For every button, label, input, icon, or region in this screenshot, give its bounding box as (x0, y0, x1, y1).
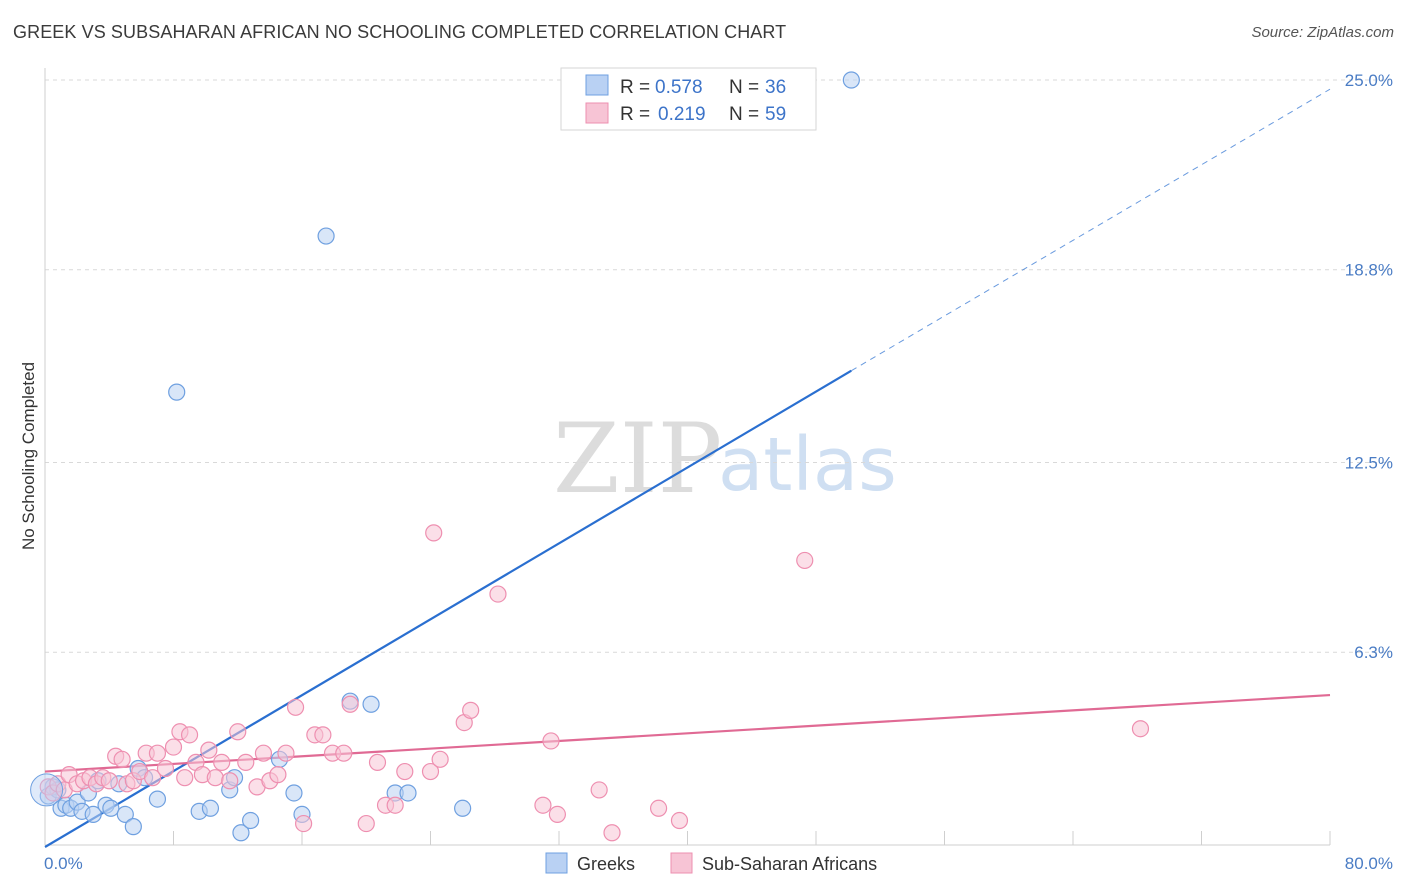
data-points (30, 71, 1150, 842)
subsaharan-point (148, 744, 167, 762)
subsaharan-point (341, 695, 359, 713)
subsaharan-point (156, 759, 175, 778)
legend-n-label-2: N = (729, 104, 759, 125)
subsaharan-point (542, 732, 560, 750)
legend-n-value-1: 36 (765, 77, 786, 98)
legend: R = 0.578 N = 36 R = 0.219 N = 59 (560, 67, 817, 131)
bottom-legend-swatch-greeks (545, 852, 568, 874)
subsaharan-point (796, 551, 814, 570)
legend-n-label-1: N = (729, 77, 759, 98)
bottom-legend: Greeks Sub-Saharan Africans (545, 852, 877, 874)
legend-swatch-subsaharan (585, 102, 609, 124)
greek-point (116, 805, 134, 824)
bottom-legend-swatch-subsaharan (670, 852, 693, 874)
subsaharan-point (100, 772, 118, 790)
subsaharan-point (269, 766, 287, 784)
subsaharan-point (254, 744, 273, 762)
subsaharan-point (176, 769, 194, 787)
subsaharan-point (277, 744, 295, 762)
subsaharan-point (113, 750, 131, 768)
subsaharan-point (1131, 720, 1150, 738)
x-tick-label: 0.0% (44, 854, 83, 873)
bottom-legend-subsaharan: Sub-Saharan Africans (702, 854, 877, 874)
subsaharan-point (386, 796, 404, 814)
legend-swatch-greeks (585, 74, 609, 96)
legend-r-label-2: R = (620, 104, 650, 125)
greek-point (399, 784, 417, 802)
subsaharan-point (213, 753, 231, 771)
bottom-legend-greeks: Greeks (577, 854, 635, 874)
greek-point (285, 784, 303, 802)
greek-trendline-extension (851, 88, 1331, 372)
subsaharan-point (144, 769, 162, 787)
legend-r-label-1: R = (620, 77, 650, 98)
tick-labels: 6.3% 12.5% 18.8% 25.0% 0.0% 80.0% (44, 71, 1393, 873)
subsaharan-point (237, 753, 255, 771)
subsaharan-point (425, 524, 443, 542)
greek-point (842, 71, 860, 89)
subsaharan-point (396, 762, 414, 781)
greek-point (242, 811, 260, 830)
subsaharan-point (590, 781, 608, 799)
source-label: Source: ZipAtlas.com (1251, 24, 1394, 41)
subsaharan-point (462, 701, 480, 719)
greek-point (168, 383, 186, 401)
subsaharan-point (421, 762, 440, 781)
greek-point (124, 818, 142, 836)
subsaharan-point (368, 753, 387, 771)
legend-r-value-1: 0.578 (655, 77, 703, 98)
greek-point (102, 799, 120, 817)
y-tick-label: 12.5% (1345, 454, 1393, 473)
y-axis-label: No Schooling Completed (19, 362, 38, 550)
y-tick-label: 25.0% (1345, 71, 1393, 90)
greek-point (454, 799, 472, 817)
greek-point (84, 805, 102, 824)
axes (44, 68, 1331, 846)
greek-cluster-point (30, 773, 64, 807)
subsaharan-point (335, 744, 353, 762)
subsaharan-point (548, 805, 566, 824)
subsaharan-point (206, 769, 224, 787)
greek-point (317, 227, 335, 245)
greek-point (148, 790, 167, 808)
subsaharan-point (295, 814, 313, 833)
subsaharan-point (286, 698, 305, 716)
subsaharan-point (603, 824, 621, 842)
subsaharan-point (221, 772, 239, 790)
greek-point (201, 799, 220, 817)
grid-lines (45, 79, 1390, 653)
subsaharan-point (670, 811, 689, 830)
greek-point (232, 824, 250, 842)
subsaharan-point (357, 814, 375, 833)
subsaharan-point (164, 738, 183, 756)
subsaharan-point (431, 750, 449, 768)
y-tick-label: 18.8% (1345, 261, 1393, 280)
watermark-atlas: atlas (718, 422, 897, 508)
chart-title: GREEK VS SUBSAHARAN AFRICAN NO SCHOOLING… (13, 22, 787, 42)
x-tick-label: 80.0% (1345, 854, 1393, 873)
legend-r-value-2: 0.219 (658, 104, 706, 125)
subsaharan-point (649, 799, 668, 817)
subsaharan-point (229, 723, 247, 741)
subsaharan-point (534, 796, 552, 814)
subsaharan-point (180, 726, 199, 744)
subsaharan-point (200, 741, 218, 759)
y-tick-label: 6.3% (1354, 643, 1393, 662)
greek-trendline (44, 369, 852, 848)
greek-point (362, 695, 380, 713)
subsaharan-point (489, 585, 507, 603)
legend-n-value-2: 59 (765, 104, 786, 125)
subsaharan-point (314, 726, 332, 744)
